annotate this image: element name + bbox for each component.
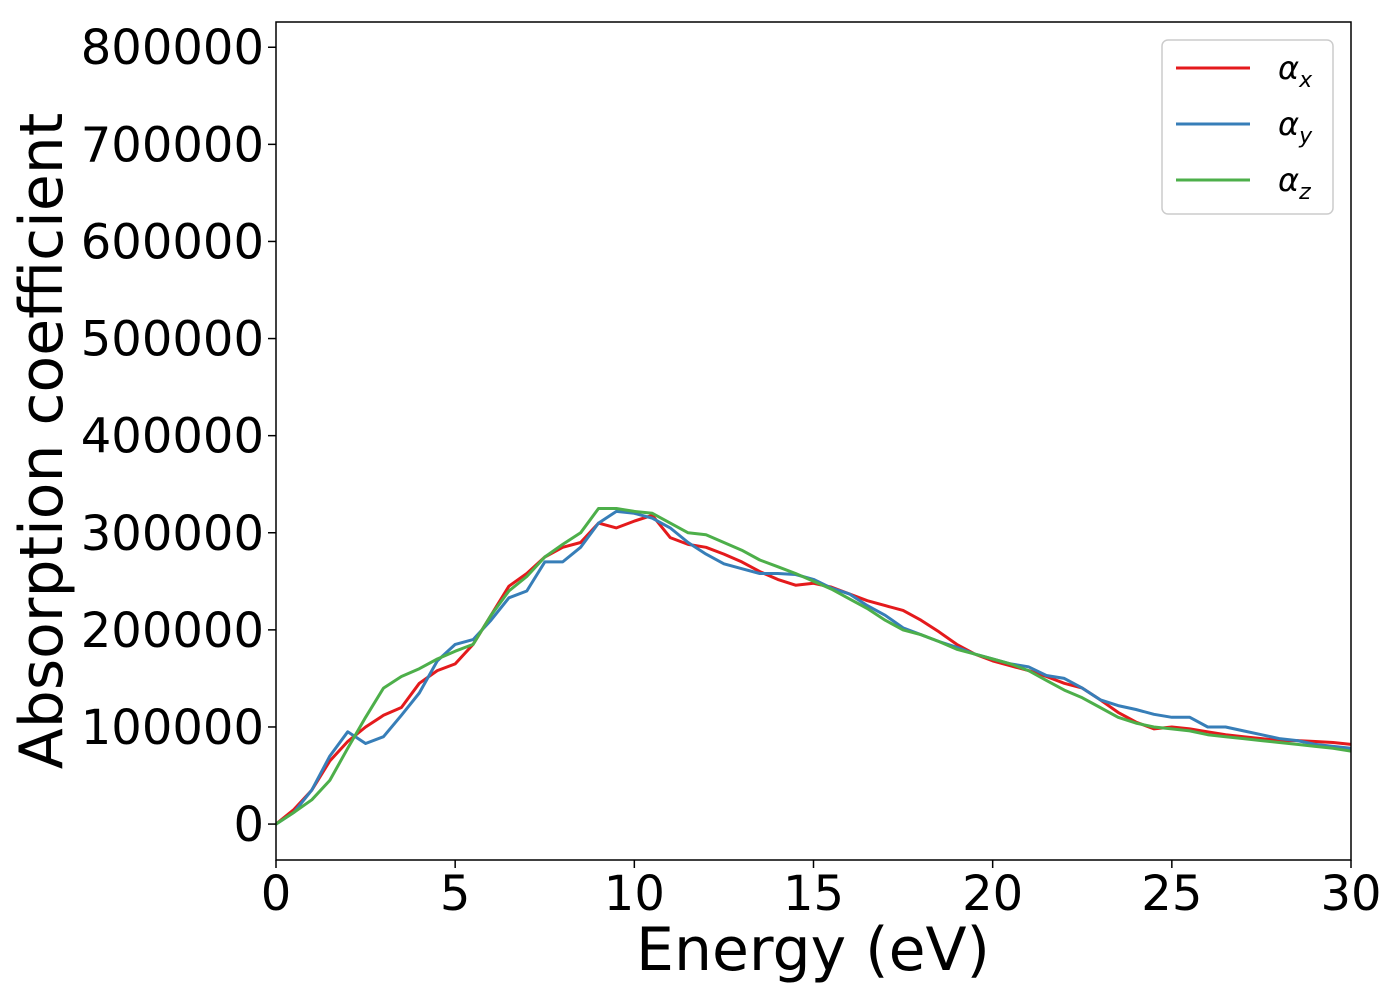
y-tick-label: 200000 (81, 603, 264, 659)
x-tick-label: 0 (261, 866, 292, 922)
y-tick-label: 300000 (81, 506, 264, 562)
legend-subscript: z (1298, 180, 1311, 205)
y-tick-label: 100000 (81, 700, 264, 756)
x-tick-label: 30 (1320, 866, 1381, 922)
legend-subscript: y (1298, 124, 1313, 149)
legend-label-alpha-z: αz (1278, 161, 1311, 205)
x-tick-label: 5 (440, 866, 471, 922)
series-line-alpha-z (276, 507, 1351, 826)
y-axis-label: Absorption coefficient (7, 113, 77, 770)
legend-symbol: α (1278, 105, 1299, 143)
legend-label-alpha-x: αx (1278, 49, 1313, 93)
y-tick-label: 0 (233, 797, 264, 853)
x-tick-label: 20 (962, 866, 1023, 922)
y-tick-label: 600000 (81, 214, 264, 270)
legend-symbol: α (1278, 161, 1299, 199)
y-tick-label: 500000 (81, 312, 264, 368)
x-axis: 0 5 10 15 20 25 30 (261, 860, 1382, 922)
x-tick-label: 10 (604, 866, 665, 922)
legend-label-alpha-y: αy (1278, 105, 1313, 149)
series-lines (276, 507, 1351, 826)
y-tick-label: 700000 (81, 117, 264, 173)
legend-box (1161, 39, 1334, 215)
y-tick-label: 400000 (81, 409, 264, 465)
x-axis-label: Energy (eV) (636, 915, 990, 985)
y-axis: 0 100000 200000 300000 400000 500000 600000 700… (81, 20, 276, 853)
x-tick-label: 15 (783, 866, 844, 922)
legend-subscript: x (1298, 68, 1313, 93)
series-line-alpha-y (276, 509, 1351, 826)
y-tick-label: 800000 (81, 20, 264, 76)
x-tick-label: 25 (1141, 866, 1202, 922)
series-line-alpha-x (276, 513, 1351, 826)
legend-symbol: α (1278, 49, 1299, 87)
